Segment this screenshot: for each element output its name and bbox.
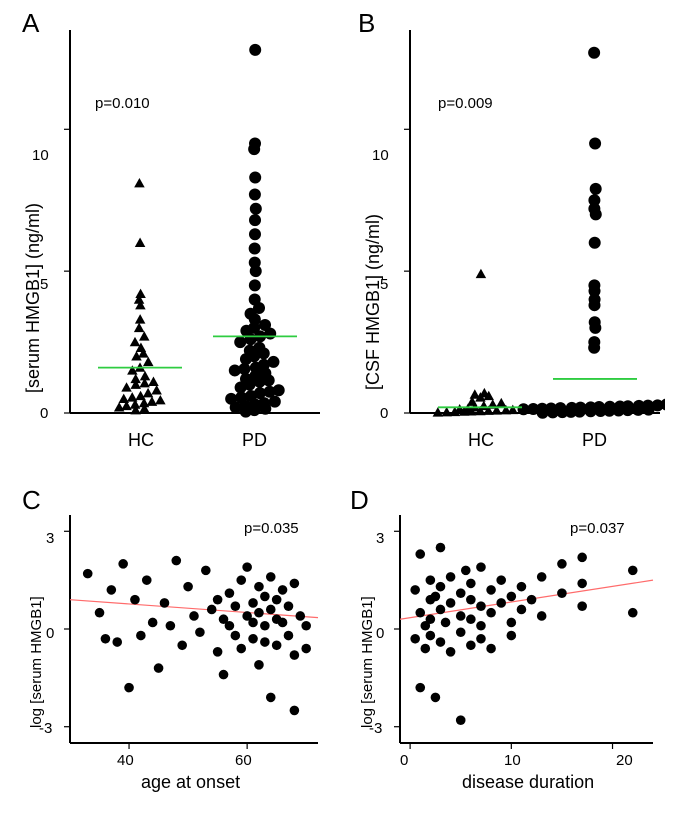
panel-b-label: B [358, 8, 375, 39]
panel-b-xcat-hc: HC [468, 430, 494, 451]
panel-a-ylabel: [serum HMGB1] (ng/ml) [23, 203, 44, 393]
panel-c-ytick-neg3: -3 [39, 720, 52, 737]
panel-a-chart [55, 25, 325, 425]
panel-c-ytick-0: 0 [46, 625, 54, 642]
panel-d-xlabel: disease duration [462, 772, 594, 793]
figure-container: A p=0.010 [serum HMGB1] (ng/ml) 0 5 10 H… [0, 0, 673, 817]
panel-d-label: D [350, 485, 369, 516]
panel-b-ytick-5: 5 [380, 276, 388, 293]
panel-c-ytick-3: 3 [46, 530, 54, 547]
panel-a-xcat-pd: PD [242, 430, 267, 451]
panel-d-ytick-3: 3 [376, 530, 384, 547]
panel-a-ytick-0: 0 [40, 405, 48, 422]
panel-d-xtick-20: 20 [616, 752, 633, 769]
panel-b-ytick-10: 10 [372, 147, 389, 164]
panel-a-ytick-5: 5 [40, 276, 48, 293]
panel-b-ytick-0: 0 [380, 405, 388, 422]
panel-d-ytick-neg3: -3 [369, 720, 382, 737]
panel-c-chart [58, 510, 323, 755]
panel-c-label: C [22, 485, 41, 516]
panel-d-chart [388, 510, 658, 755]
panel-b-xcat-pd: PD [582, 430, 607, 451]
panel-c-xtick-60: 60 [235, 752, 252, 769]
panel-b-chart [395, 25, 665, 425]
panel-c-xtick-40: 40 [117, 752, 134, 769]
panel-d-xtick-10: 10 [504, 752, 521, 769]
panel-d-ylabel: log [serum HMGB1] [359, 596, 376, 728]
panel-c-xlabel: age at onset [141, 772, 240, 793]
panel-b-ylabel: [CSF HMGB1] (ng/ml) [363, 214, 384, 390]
panel-d-xtick-0: 0 [400, 752, 408, 769]
panel-d-ytick-0: 0 [376, 625, 384, 642]
panel-a-ytick-10: 10 [32, 147, 49, 164]
panel-c-ylabel: log [serum HMGB1] [28, 596, 45, 728]
panel-a-xcat-hc: HC [128, 430, 154, 451]
panel-a-label: A [22, 8, 39, 39]
